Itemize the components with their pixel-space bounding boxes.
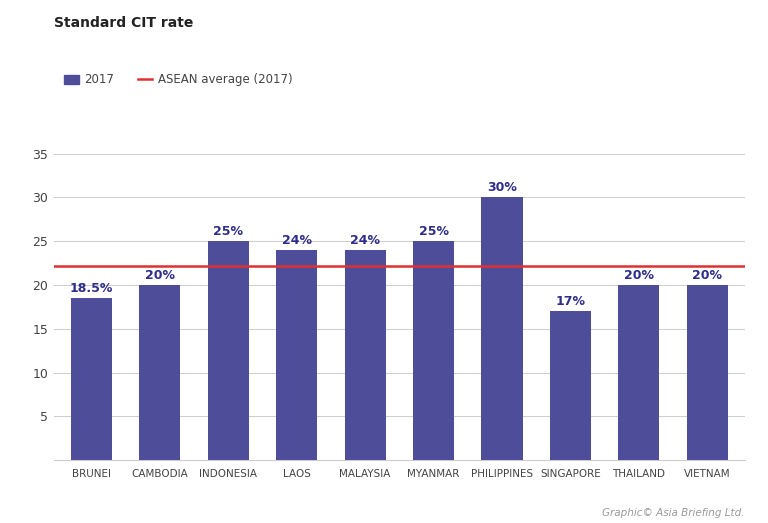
Text: 30%: 30% (487, 181, 517, 194)
Text: 20%: 20% (145, 269, 175, 282)
Text: Standard CIT rate: Standard CIT rate (54, 16, 193, 30)
Legend: 2017, ASEAN average (2017): 2017, ASEAN average (2017) (60, 69, 297, 91)
Text: Graphic© Asia Briefing Ltd.: Graphic© Asia Briefing Ltd. (602, 508, 745, 518)
Text: 25%: 25% (214, 225, 243, 238)
Bar (482, 197, 522, 460)
Bar (618, 285, 660, 460)
Bar (550, 311, 591, 460)
Bar (139, 285, 180, 460)
Bar (276, 250, 317, 460)
Text: 18.5%: 18.5% (70, 282, 113, 295)
Bar (345, 250, 386, 460)
Bar (687, 285, 728, 460)
Text: 25%: 25% (419, 225, 449, 238)
Bar (207, 241, 249, 460)
Text: 20%: 20% (624, 269, 654, 282)
Bar (71, 298, 112, 460)
Text: 17%: 17% (555, 295, 585, 308)
Bar (413, 241, 454, 460)
Text: 20%: 20% (692, 269, 723, 282)
Text: 24%: 24% (282, 234, 312, 247)
Text: 24%: 24% (350, 234, 380, 247)
